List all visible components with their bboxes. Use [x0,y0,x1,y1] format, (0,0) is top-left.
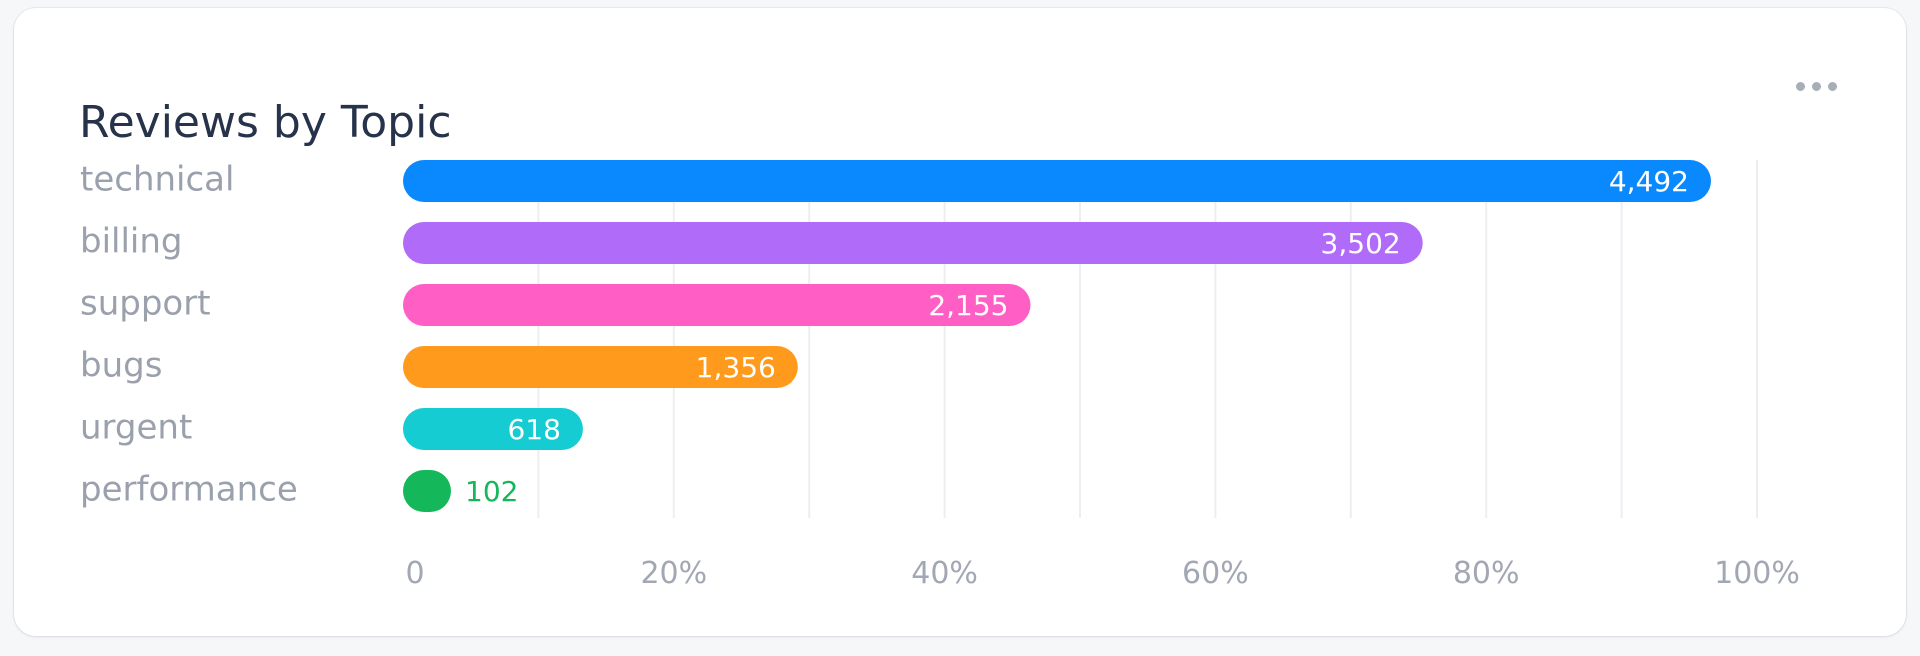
x-tick-label: 80% [1453,556,1520,591]
value-label: 4,492 [1609,165,1689,198]
more-horizontal-icon [1795,81,1805,91]
bar-technical [403,160,1711,202]
x-tick-label: 60% [1182,556,1249,591]
bar-performance [403,470,451,512]
grid-lines [537,160,1758,518]
category-label: support [80,284,211,324]
bar-support [403,284,1031,326]
category-label: bugs [80,346,162,386]
x-tick-label: 0 [405,556,424,591]
value-label: 102 [465,475,518,508]
x-tick-label: 100% [1714,556,1800,591]
more-horizontal-icon [1827,81,1837,91]
category-label: technical [80,160,234,200]
value-label: 3,502 [1321,227,1401,260]
x-tick-label: 40% [911,556,978,591]
more-horizontal-icon [1811,81,1821,91]
value-label: 1,356 [696,351,776,384]
category-label: urgent [80,408,192,448]
bars: 4,492 3,502 2,155 1,356 618 102 [403,160,1711,512]
category-labels: technical billing support bugs urgent perform… [80,160,298,510]
x-tick-label: 20% [640,556,707,591]
bar-bugs [403,346,798,388]
bar-billing [403,222,1423,264]
value-label: 2,155 [928,289,1008,322]
category-label: performance [80,470,298,510]
bar-urgent [403,408,583,450]
category-label: billing [80,222,183,262]
value-label: 618 [507,413,560,446]
more-options-button[interactable] [1788,72,1844,100]
x-axis-ticks: 0 20% 40% 60% 80% 100% [405,556,1799,591]
card-title: Reviews by Topic [79,96,452,148]
